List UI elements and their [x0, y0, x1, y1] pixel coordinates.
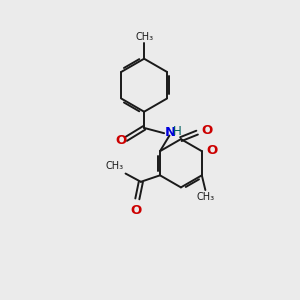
- Text: CH₃: CH₃: [197, 192, 215, 203]
- Text: O: O: [201, 124, 212, 137]
- Text: O: O: [207, 144, 218, 157]
- Text: O: O: [116, 134, 127, 147]
- Text: H: H: [173, 125, 182, 138]
- Text: O: O: [130, 204, 142, 217]
- Text: CH₃: CH₃: [135, 32, 153, 42]
- Text: N: N: [165, 126, 176, 140]
- Text: CH₃: CH₃: [106, 161, 124, 171]
